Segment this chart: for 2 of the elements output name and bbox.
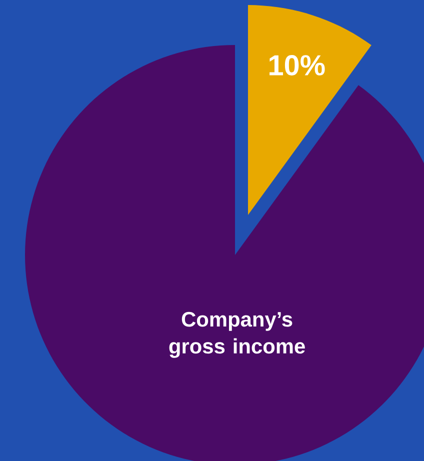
data-label: 10% — [270, 55, 325, 76]
slice-label: Company’s gross income — [169, 312, 305, 358]
